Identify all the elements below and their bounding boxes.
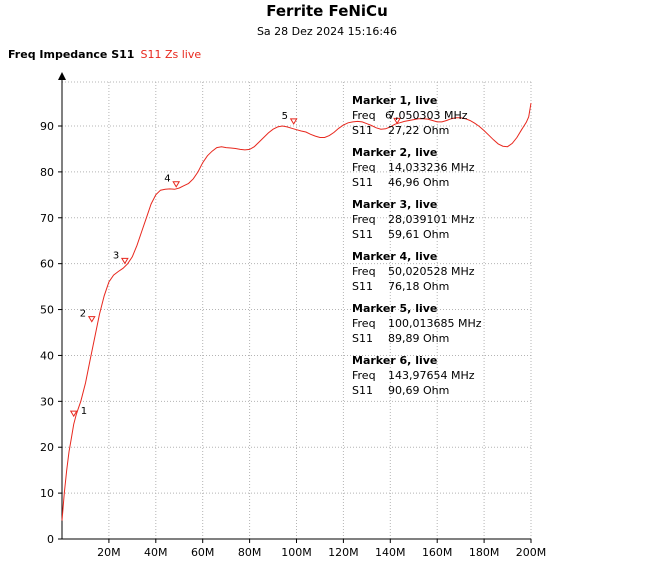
y-tick-label: 30: [40, 395, 54, 408]
marker-6-label: 6: [385, 110, 391, 121]
marker-6-triangle: [393, 117, 401, 125]
chart-title: Ferrite FeNiCu: [266, 2, 388, 20]
marker-readout-title: Marker 5, live: [352, 302, 437, 315]
marker-readout-s11-label: S11: [352, 228, 373, 241]
marker-readout-2: Marker 2, live Freq 14,033236 MHz S11 46,96 …: [352, 146, 475, 189]
x-tick-label: 160M: [422, 546, 453, 559]
y-tick-label: 60: [40, 258, 54, 271]
y-tick-label: 40: [40, 349, 54, 362]
marker-2-label: 2: [80, 309, 86, 320]
marker-readout-4: Marker 4, live Freq 50,020528 MHz S11 76,18 …: [352, 250, 475, 293]
marker-1-triangle: [69, 410, 78, 418]
marker-readout-title: Marker 4, live: [352, 250, 437, 263]
marker-readout-freq-value: 7,050303 MHz: [388, 109, 468, 122]
x-tick-label: 120M: [328, 546, 359, 559]
marker-readout-1: Marker 1, live Freq 7,050303 MHz S11 27,22 O…: [352, 94, 468, 137]
marker-2-triangle: [87, 316, 96, 323]
marker-readout-s11-value: 76,18 Ohm: [388, 280, 449, 293]
marker-readout-s11-label: S11: [352, 124, 373, 137]
x-tick-label: 60M: [191, 546, 215, 559]
marker-3-label: 3: [113, 250, 119, 261]
marker-readout-3: Marker 3, live Freq 28,039101 MHz S11 59,61 …: [352, 198, 475, 241]
marker-4-triangle: [172, 181, 181, 188]
x-tick-label: 140M: [375, 546, 406, 559]
marker-readout-freq-label: Freq: [352, 265, 376, 278]
y-tick-label: 0: [47, 533, 54, 546]
marker-readout-s11-value: 27,22 Ohm: [388, 124, 449, 137]
marker-readout-s11-label: S11: [352, 384, 373, 397]
marker-5-label: 5: [282, 111, 288, 122]
x-tick-label: 40M: [144, 546, 168, 559]
x-tick-label: 80M: [238, 546, 262, 559]
marker-readout-s11-value: 59,61 Ohm: [388, 228, 449, 241]
marker-4-label: 4: [164, 174, 170, 185]
x-tick-label: 180M: [469, 546, 500, 559]
marker-readout-freq-value: 143,97654 MHz: [388, 369, 475, 382]
marker-readout-s11-label: S11: [352, 332, 373, 345]
impedance-trace: [61, 103, 532, 521]
marker-readout-s11-value: 90,69 Ohm: [388, 384, 449, 397]
marker-readout-title: Marker 2, live: [352, 146, 437, 159]
y-tick-label: 70: [40, 212, 54, 225]
marker-readout-5: Marker 5, live Freq 100,013685 MHz S11 89,89…: [352, 302, 482, 345]
marker-readout-freq-label: Freq: [352, 109, 376, 122]
y-tick-label: 80: [40, 166, 54, 179]
y-tick-label: 90: [40, 120, 54, 133]
marker-readout-s11-value: 46,96 Ohm: [388, 176, 449, 189]
marker-readout-s11-value: 89,89 Ohm: [388, 332, 449, 345]
marker-readout-title: Marker 6, live: [352, 354, 437, 367]
marker-3-triangle: [120, 257, 129, 265]
x-tick-label: 20M: [97, 546, 121, 559]
x-tick-label: 100M: [281, 546, 312, 559]
marker-readout-freq-value: 100,013685 MHz: [388, 317, 482, 330]
marker-readout-title: Marker 1, live: [352, 94, 437, 107]
x-tick-label: 200M: [516, 546, 547, 559]
marker-readout-freq-label: Freq: [352, 317, 376, 330]
y-tick-label: 20: [40, 441, 54, 454]
marker-readout-freq-value: 28,039101 MHz: [388, 213, 475, 226]
y-axis-arrow-icon: [58, 72, 66, 80]
y-tick-label: 10: [40, 487, 54, 500]
marker-readout-6: Marker 6, live Freq 143,97654 MHz S11 90,69 …: [352, 354, 475, 397]
chart-timestamp: Sa 28 Dez 2024 15:16:46: [256, 25, 398, 38]
legend-measurement-label: Freq Impedance S11: [8, 48, 135, 61]
marker-readout-s11-label: S11: [352, 280, 373, 293]
legend: Freq Impedance S11 S11 Zs live: [8, 48, 201, 61]
marker-1-label: 1: [81, 406, 87, 417]
marker-5-triangle: [289, 118, 298, 125]
legend-series-label[interactable]: S11 Zs live: [140, 48, 202, 61]
marker-readout-freq-label: Freq: [352, 369, 376, 382]
marker-readout-freq-label: Freq: [352, 213, 376, 226]
y-tick-label: 50: [40, 304, 54, 317]
marker-readout-s11-label: S11: [352, 176, 373, 189]
marker-readout-freq-value: 14,033236 MHz: [388, 161, 475, 174]
marker-readout-title: Marker 3, live: [352, 198, 437, 211]
marker-readout-freq-value: 50,020528 MHz: [388, 265, 475, 278]
marker-readout-freq-label: Freq: [352, 161, 376, 174]
